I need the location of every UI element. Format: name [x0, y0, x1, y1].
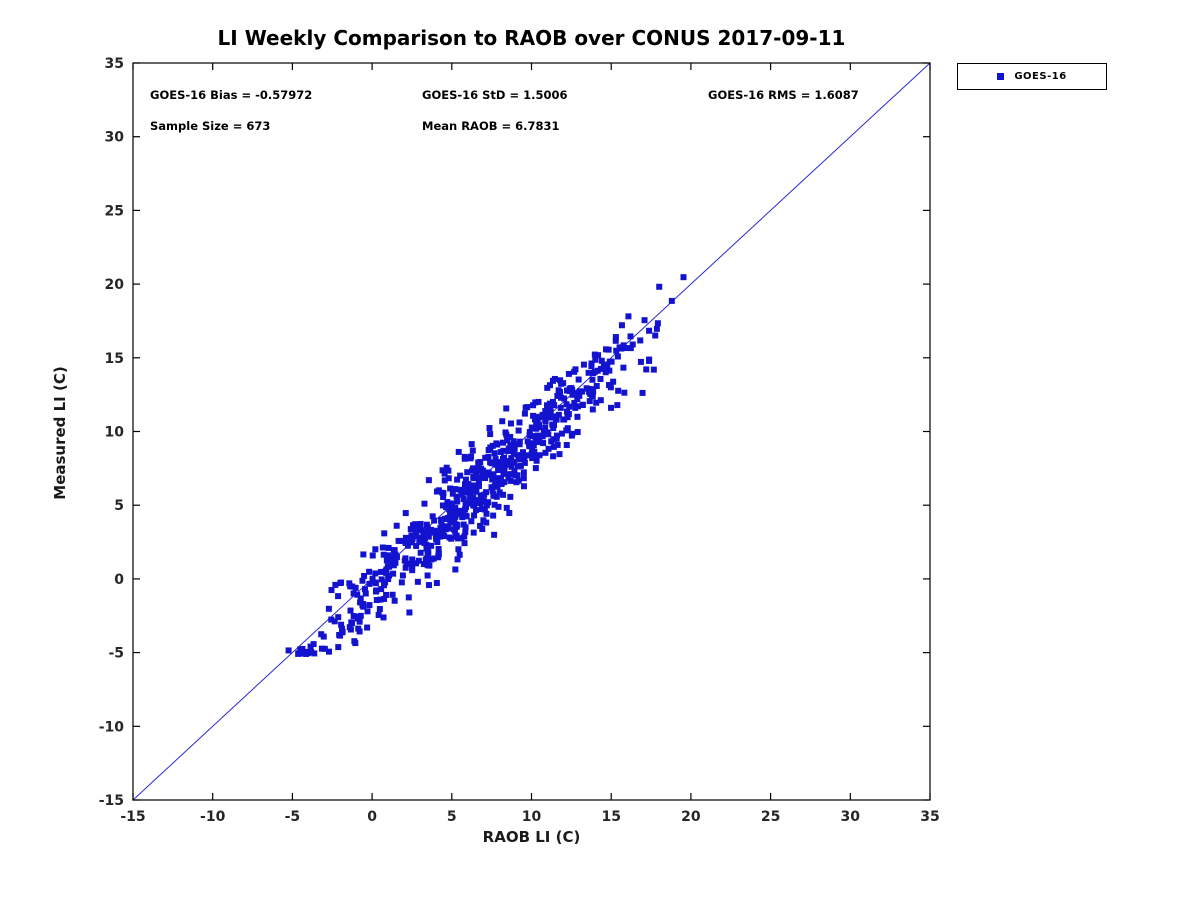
svg-text:-10: -10: [200, 809, 226, 825]
svg-text:25: 25: [105, 203, 124, 219]
svg-text:10: 10: [522, 809, 542, 825]
svg-text:30: 30: [105, 130, 125, 146]
y-axis-label: Measured LI (C): [51, 366, 69, 500]
x-axis-label: RAOB LI (C): [482, 828, 581, 846]
svg-text:25: 25: [761, 809, 780, 825]
svg-text:5: 5: [114, 498, 124, 514]
legend-box: GOES-16: [957, 63, 1107, 90]
annotation-mean-raob: Mean RAOB = 6.7831: [422, 119, 560, 133]
svg-text:15: 15: [601, 809, 620, 825]
annotation-rms: GOES-16 RMS = 1.6087: [708, 88, 859, 102]
svg-text:35: 35: [920, 809, 939, 825]
legend-marker-icon: [997, 73, 1005, 80]
svg-text:-10: -10: [99, 719, 125, 735]
annotation-bias: GOES-16 Bias = -0.57972: [150, 88, 313, 102]
chart-title: LI Weekly Comparison to RAOB over CONUS …: [217, 26, 846, 50]
svg-text:5: 5: [447, 809, 457, 825]
svg-text:10: 10: [105, 425, 125, 441]
legend-label: GOES-16: [1014, 71, 1067, 82]
annotation-sample-size: Sample Size = 673: [150, 119, 271, 133]
svg-text:15: 15: [105, 351, 124, 367]
svg-text:35: 35: [105, 56, 124, 72]
svg-text:-15: -15: [99, 793, 124, 809]
svg-text:-5: -5: [108, 646, 124, 662]
svg-text:20: 20: [105, 277, 125, 293]
svg-text:-15: -15: [120, 809, 145, 825]
annotation-std: GOES-16 StD = 1.5006: [422, 88, 568, 102]
svg-text:0: 0: [367, 809, 377, 825]
svg-text:-5: -5: [285, 809, 301, 825]
svg-text:20: 20: [681, 809, 701, 825]
svg-text:30: 30: [841, 809, 861, 825]
svg-text:0: 0: [114, 572, 124, 588]
